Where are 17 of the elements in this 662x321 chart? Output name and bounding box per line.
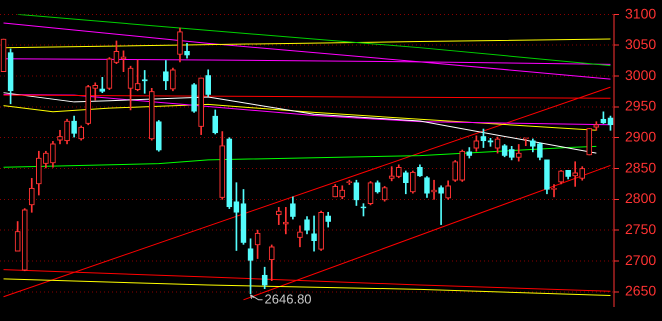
candlestick [480, 128, 486, 148]
y-tick-label: 3100 [625, 5, 656, 22]
candlestick [431, 180, 437, 200]
candlestick [234, 182, 240, 251]
y-tick-label: 2950 [625, 98, 656, 114]
y-tick-label: 2850 [625, 159, 656, 176]
y-tick-label: 2750 [625, 221, 656, 238]
candlestick [248, 238, 254, 294]
y-tick-label: 3000 [625, 66, 656, 83]
y-tick-label: 3050 [625, 36, 656, 52]
y-tick-label: 2900 [625, 128, 656, 145]
y-tick-label: 2650 [625, 282, 656, 299]
y-tick-label: 2800 [625, 190, 656, 206]
annotation: 2646.80 [264, 291, 312, 306]
candlestick [360, 203, 366, 216]
y-tick-label: 2700 [625, 252, 656, 268]
candlestick [311, 216, 317, 252]
